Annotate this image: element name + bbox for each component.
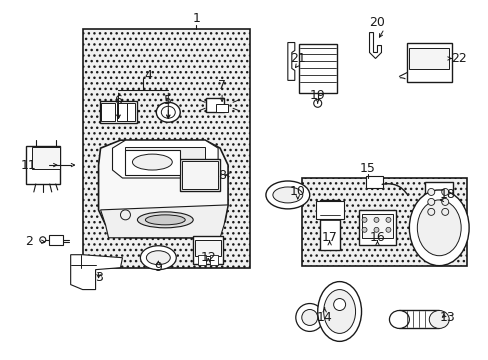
Bar [198, 255, 206, 265]
Bar [361, 214, 393, 238]
Text: 10: 10 [289, 185, 305, 198]
Polygon shape [71, 255, 122, 289]
Text: 2: 2 [25, 235, 33, 248]
Circle shape [427, 208, 434, 215]
Ellipse shape [140, 246, 176, 270]
Polygon shape [112, 140, 218, 178]
Text: 3: 3 [95, 271, 102, 284]
Circle shape [295, 303, 323, 332]
Text: 8: 8 [218, 168, 225, 181]
Text: 4: 4 [144, 69, 152, 82]
Bar [100, 101, 137, 123]
Bar [358, 210, 396, 245]
Ellipse shape [388, 310, 408, 328]
Bar [425, 183, 452, 217]
Circle shape [441, 198, 448, 206]
Circle shape [313, 99, 321, 107]
Circle shape [361, 217, 366, 222]
Circle shape [441, 208, 448, 215]
Circle shape [441, 189, 448, 195]
Bar [125, 147, 205, 169]
Bar [216, 104, 227, 112]
Bar [26, 146, 60, 184]
Text: 12: 12 [200, 251, 216, 264]
Polygon shape [369, 32, 381, 58]
Ellipse shape [146, 251, 170, 265]
Ellipse shape [317, 282, 361, 341]
Bar [365, 176, 383, 188]
Text: 5: 5 [164, 94, 172, 107]
Text: 14: 14 [316, 311, 332, 324]
Text: 6: 6 [114, 94, 122, 107]
Bar [180, 159, 220, 191]
Bar [117, 103, 127, 121]
Bar [125, 150, 180, 175]
Ellipse shape [145, 215, 185, 225]
Ellipse shape [161, 106, 175, 118]
Circle shape [373, 217, 378, 222]
Ellipse shape [272, 187, 302, 203]
Ellipse shape [416, 200, 460, 256]
Bar [298, 44, 336, 93]
Text: 18: 18 [438, 188, 454, 202]
Bar [406, 42, 451, 82]
Bar [408, 48, 448, 69]
Text: 11: 11 [21, 158, 37, 172]
Ellipse shape [156, 102, 180, 122]
Bar [206, 98, 224, 112]
Circle shape [333, 298, 345, 310]
Ellipse shape [137, 212, 193, 228]
Ellipse shape [132, 154, 172, 170]
Circle shape [361, 227, 366, 232]
Text: 20: 20 [369, 16, 385, 29]
Bar [182, 161, 218, 189]
Bar [195, 240, 221, 256]
Bar [399, 310, 438, 328]
Bar [315, 201, 343, 219]
Circle shape [385, 227, 390, 232]
Text: 9: 9 [154, 261, 162, 274]
Text: 19: 19 [309, 89, 325, 102]
Bar [101, 103, 114, 121]
Ellipse shape [428, 310, 448, 328]
Ellipse shape [408, 190, 468, 266]
Bar [193, 236, 223, 264]
Bar [210, 255, 218, 265]
Text: 16: 16 [369, 231, 385, 244]
Bar [32, 147, 60, 169]
Polygon shape [287, 42, 294, 80]
Ellipse shape [323, 289, 355, 333]
Polygon shape [99, 140, 227, 238]
Text: 22: 22 [450, 52, 466, 65]
Text: 13: 13 [438, 311, 454, 324]
Polygon shape [101, 205, 227, 238]
Text: 21: 21 [289, 52, 305, 65]
Circle shape [120, 210, 130, 220]
Text: 1: 1 [192, 12, 200, 25]
Bar [127, 103, 135, 121]
Circle shape [385, 217, 390, 222]
Circle shape [40, 237, 46, 243]
Circle shape [427, 189, 434, 195]
Bar [49, 235, 62, 245]
Text: 17: 17 [321, 231, 337, 244]
Bar [319, 200, 339, 250]
Circle shape [373, 227, 378, 232]
Bar [301, 178, 466, 266]
Text: 15: 15 [359, 162, 375, 175]
Text: 7: 7 [218, 79, 225, 92]
Ellipse shape [265, 181, 309, 209]
Bar [82, 28, 249, 268]
Circle shape [301, 310, 317, 325]
Circle shape [427, 198, 434, 206]
